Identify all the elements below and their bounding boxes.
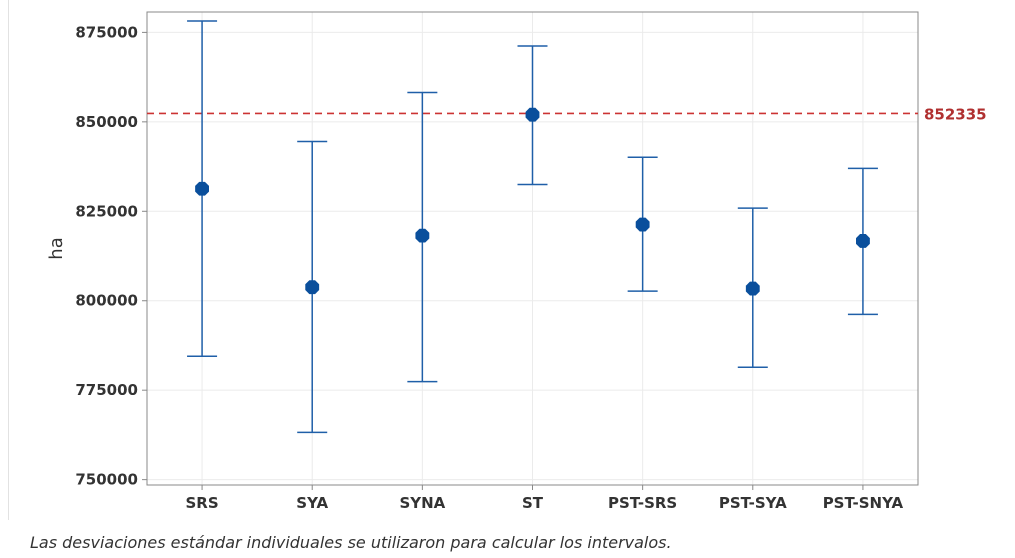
y-tick-label: 800000 xyxy=(75,292,138,310)
x-tick-label: SYA xyxy=(296,494,328,512)
mean-marker xyxy=(195,181,209,196)
mean-marker xyxy=(635,217,650,232)
footnote: Las desviaciones estándar individuales s… xyxy=(30,533,672,552)
mean-marker xyxy=(305,280,320,295)
reference-line-label: 852335 xyxy=(924,105,987,123)
chart-svg: 852335 750000 775000 800000 825000 850000 875… xyxy=(46,11,987,512)
y-axis-label: ha xyxy=(46,237,67,259)
interval-plot: 852335 750000 775000 800000 825000 850000 875… xyxy=(46,11,987,512)
mean-marker xyxy=(856,234,870,248)
x-tick-label: PST-SRS xyxy=(608,494,677,512)
x-tick-label: ST xyxy=(522,494,544,512)
x-tick-label: SRS xyxy=(185,494,218,512)
mean-marker xyxy=(745,281,760,296)
y-tick-label: 850000 xyxy=(75,113,138,131)
y-tick-label: 775000 xyxy=(75,381,138,399)
y-tick-label: 825000 xyxy=(75,202,138,220)
x-tick-label: PST-SNYA xyxy=(823,494,904,512)
mean-marker xyxy=(525,107,540,122)
x-tick-label: PST-SYA xyxy=(719,494,787,512)
y-tick-label: 750000 xyxy=(75,471,138,489)
y-tick-label: 875000 xyxy=(75,23,138,41)
left-divider xyxy=(8,0,9,520)
mean-marker xyxy=(415,228,430,243)
x-tick-label: SYNA xyxy=(399,494,445,512)
